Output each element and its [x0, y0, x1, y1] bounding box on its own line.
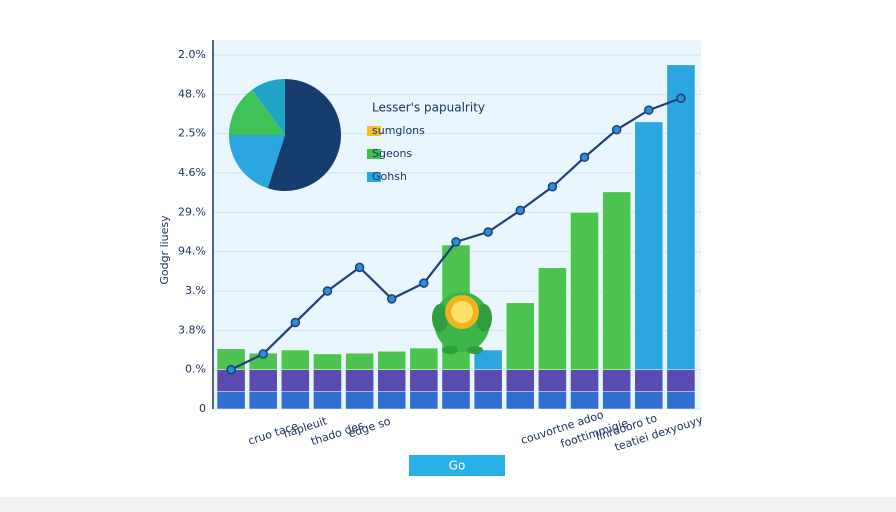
bar-segment	[409, 369, 439, 392]
bar-segment	[281, 391, 310, 410]
line-marker	[451, 237, 461, 247]
y-tick-label: 4.6%	[178, 166, 206, 179]
pie-slice	[229, 89, 285, 135]
bar-segment	[538, 267, 567, 370]
bar-segment	[666, 391, 696, 410]
pie-slice	[252, 79, 285, 135]
bar-segment	[666, 64, 696, 370]
bar-segment	[441, 369, 471, 392]
bar-segment	[473, 349, 503, 370]
bar-segment	[505, 369, 535, 392]
go-button[interactable]: Go	[409, 455, 505, 476]
y-tick-label: 2.5%	[178, 127, 206, 140]
legend: sumglons Sgeons Gohsh	[367, 124, 425, 183]
footer-strip	[0, 497, 896, 512]
line-marker	[226, 364, 236, 375]
line-marker	[419, 278, 429, 288]
bar-segment	[313, 391, 342, 410]
bar-segment	[216, 391, 246, 410]
line-marker	[611, 124, 622, 135]
bar-segment	[602, 391, 631, 410]
y-tick-label: 2.0%	[178, 48, 206, 61]
bar-segment	[345, 369, 374, 392]
pie-title: Lesser's papualrity	[372, 101, 485, 115]
bar-segment	[505, 302, 535, 370]
y-tick-label: 94.%	[178, 245, 206, 258]
bar-segment	[313, 353, 342, 370]
legend-label: Gohsh	[372, 170, 407, 183]
y-axis-label: Godgr liuesy	[158, 215, 171, 285]
line-marker	[483, 227, 493, 237]
bar-segment	[634, 391, 664, 410]
legend-swatch	[367, 126, 381, 136]
legend-label: Sgeons	[372, 147, 412, 160]
line-marker	[322, 286, 333, 296]
bar-segment	[570, 212, 599, 370]
bar-segment	[505, 391, 535, 410]
bar-segment	[377, 369, 407, 392]
bar-segment	[313, 369, 342, 392]
legend-swatch	[367, 172, 381, 182]
button-label[interactable]: Go	[449, 459, 466, 473]
bar-segment	[248, 391, 278, 410]
bar-segment	[473, 391, 503, 410]
x-tick-label: edge so	[347, 415, 393, 441]
bar-segment	[281, 369, 310, 392]
y-tick-label: 3.%	[185, 284, 206, 297]
legend-label: sumglons	[372, 124, 425, 137]
bar-segment	[473, 369, 503, 392]
y-tick-label: 48.%	[178, 87, 206, 100]
bar-segment	[409, 347, 439, 370]
bar-segment	[570, 391, 599, 410]
bar-segment	[570, 369, 599, 392]
bar-segment	[666, 369, 696, 392]
mascot	[432, 292, 492, 354]
bar-segment	[602, 191, 631, 370]
bar-segment	[538, 391, 567, 410]
bar-segment	[345, 391, 374, 410]
line-marker	[676, 93, 686, 104]
line-marker	[515, 205, 526, 216]
legend-swatch	[367, 149, 381, 159]
pie	[229, 79, 341, 191]
line-marker	[258, 349, 268, 359]
y-tick-label: 29.%	[178, 205, 206, 218]
y-ticks: 0 0.% 3.8% 3.% 94.% 29.% 4.6% 2.5% 48.% 2.0%	[178, 48, 206, 415]
line-marker	[386, 294, 397, 304]
bar-segment	[409, 391, 439, 410]
bar-segment	[345, 352, 374, 370]
bar-segment	[634, 369, 664, 392]
line-marker	[290, 317, 301, 328]
bar-segment	[634, 121, 664, 370]
bar-segment	[281, 349, 310, 370]
pie-slice	[267, 79, 341, 191]
bar-segment	[602, 369, 631, 392]
line-marker	[354, 262, 365, 273]
bar-segment	[441, 391, 471, 410]
line-layer	[226, 93, 686, 375]
pie-slice	[229, 135, 285, 189]
button-bg[interactable]	[409, 455, 505, 476]
line-marker	[547, 182, 558, 192]
line-marker	[644, 105, 654, 115]
line-marker	[579, 152, 590, 163]
y-tick-label: 0	[199, 402, 206, 415]
bar-segment	[377, 391, 407, 410]
bar-segment	[538, 369, 567, 392]
bar-segment	[377, 350, 407, 370]
y-tick-label: 0.%	[185, 363, 206, 376]
y-tick-label: 3.8%	[178, 323, 206, 336]
bar-segment	[248, 369, 278, 392]
bars	[216, 64, 696, 410]
